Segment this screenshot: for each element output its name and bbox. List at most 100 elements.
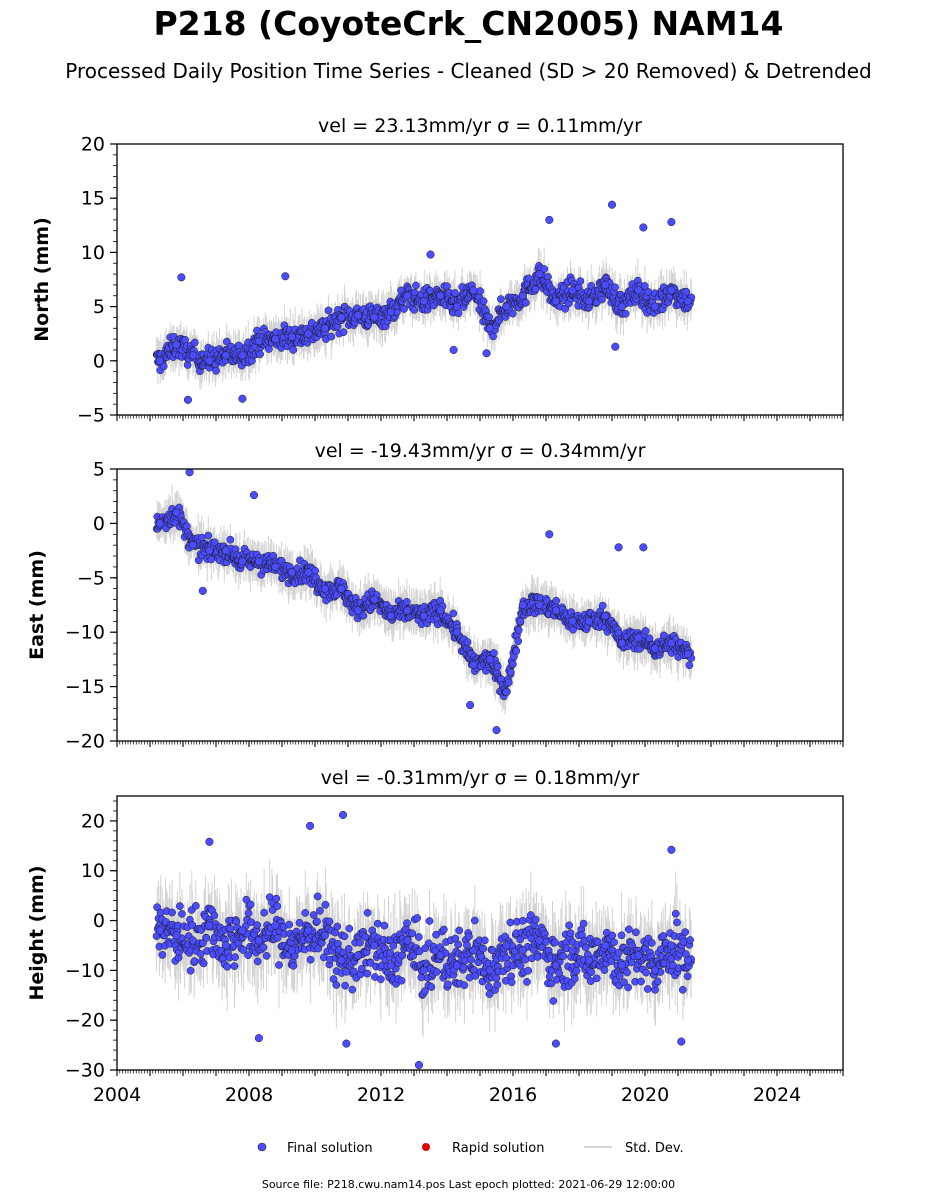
data-point-anchor [584, 297, 593, 306]
data-point [489, 332, 497, 341]
data-point [443, 282, 451, 291]
data-point [449, 609, 458, 618]
y-axis-label: North (mm) [31, 217, 53, 342]
data-point-anchor [155, 356, 164, 365]
data-point [641, 627, 650, 635]
data-point-anchor [320, 584, 329, 593]
panel-north: vel = 23.13mm/yr σ = 0.11mm/yr North (mm)… [31, 115, 844, 427]
data-point [485, 313, 493, 321]
y-tick-label: 5 [93, 459, 105, 481]
legend-std-label: Std. Dev. [625, 1141, 684, 1156]
data-point-anchor [221, 351, 230, 360]
panel-east: vel = -19.43mm/yr σ = 0.34mm/yr East (mm)… [26, 440, 844, 753]
data-point [327, 332, 336, 341]
data-point-anchor [667, 639, 676, 648]
data-point-anchor [320, 324, 329, 333]
data-point [234, 341, 243, 350]
data-point [400, 305, 408, 313]
data-point [190, 338, 199, 347]
data-point-anchor [238, 351, 247, 360]
data-point [598, 601, 607, 610]
data-point-anchor [419, 611, 428, 620]
data-point-outlier [177, 273, 186, 282]
data-point-anchor [584, 617, 593, 626]
panel-title: vel = -19.43mm/yr σ = 0.34mm/yr [315, 440, 646, 462]
panel-title-sigma: σ = 0.11mm/yr [497, 115, 642, 137]
plot-area [152, 200, 696, 404]
data-point-outlier [667, 217, 676, 227]
data-point-outlier [639, 223, 648, 232]
data-point-anchor [518, 600, 527, 610]
data-point [514, 626, 523, 634]
data-point-anchor [403, 291, 412, 300]
data-point-outlier [639, 543, 648, 552]
data-point [508, 660, 517, 669]
data-point-anchor [304, 568, 313, 577]
figure-subtitle: Processed Daily Position Time Series - C… [65, 59, 871, 83]
panel-title-velocity: vel = -0.31mm/yr [321, 767, 495, 789]
data-point-anchor [386, 611, 395, 620]
data-point-anchor [386, 307, 395, 317]
y-tick-label: 0 [93, 513, 105, 535]
data-point [159, 362, 168, 371]
data-point-anchor [634, 286, 643, 295]
data-point-anchor [551, 606, 560, 615]
data-point [410, 306, 419, 314]
data-point-outlier [607, 200, 617, 209]
final-solution-points [152, 200, 696, 404]
data-point [479, 297, 488, 306]
data-point [611, 283, 619, 292]
data-point-outlier [614, 543, 623, 552]
data-point [521, 298, 530, 307]
data-point [451, 289, 459, 297]
data-point [540, 265, 549, 273]
data-point [508, 309, 517, 318]
data-point-anchor [271, 335, 280, 344]
data-point-outlier [185, 469, 194, 477]
panel-height: vel = -0.31mm/yr σ = 0.18mm/yr Height (mm… [26, 767, 844, 1106]
data-point-anchor [188, 541, 197, 550]
data-point-outlier [611, 342, 620, 351]
data-point [339, 328, 348, 337]
panel-title-sigma: σ = 0.34mm/yr [501, 440, 646, 462]
data-point-anchor [337, 584, 346, 593]
data-point-anchor [403, 606, 412, 615]
legend-final-label: Final solution [287, 1141, 373, 1156]
data-point-anchor [601, 611, 610, 620]
data-point-anchor [535, 600, 544, 610]
data-point [552, 596, 561, 605]
data-point-outlier [281, 272, 290, 281]
data-point [256, 350, 264, 359]
plot-area [152, 469, 696, 735]
data-point-anchor [221, 546, 230, 555]
panel-title-sigma: σ = 0.18mm/yr [495, 767, 640, 789]
data-point-anchor [634, 633, 643, 642]
data-point [493, 662, 502, 671]
data-point-outlier [249, 491, 258, 500]
data-point-outlier [198, 586, 207, 595]
data-point-anchor [650, 302, 659, 311]
data-point [514, 637, 523, 646]
y-tick-label: 15 [81, 188, 105, 210]
footer-source: Source file: P218.cwu.nam14.pos Last epo… [262, 1178, 675, 1191]
legend: Final solution Rapid solution Std. Dev. [257, 1141, 684, 1156]
data-point-anchor [172, 508, 181, 517]
plot-area [152, 810, 695, 1070]
data-point-anchor [254, 557, 263, 566]
y-tick-label: −5 [77, 405, 105, 427]
data-point-anchor [452, 628, 461, 637]
data-point-anchor [205, 356, 214, 365]
data-point-anchor [205, 546, 214, 555]
data-point-anchor [287, 332, 296, 342]
data-point-anchor [469, 660, 478, 669]
data-point-outlier [545, 215, 554, 224]
final-solution-points [152, 469, 696, 735]
data-point-anchor [551, 297, 560, 306]
data-point-anchor [485, 324, 494, 333]
data-point [504, 678, 513, 687]
axes-frame [116, 468, 844, 742]
data-point-anchor [502, 302, 511, 311]
data-point [265, 345, 273, 353]
data-point [289, 346, 298, 354]
